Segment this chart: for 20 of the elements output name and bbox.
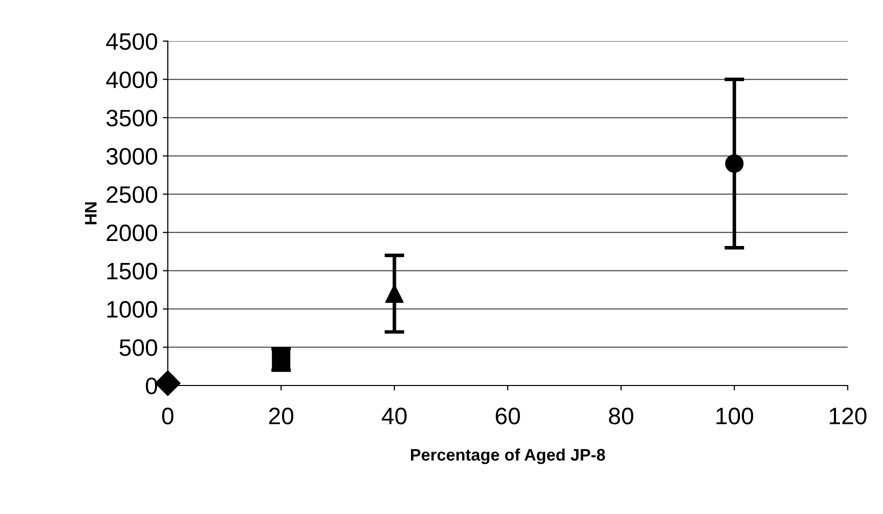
x-tick-label: 100 bbox=[716, 408, 754, 424]
x-axis-title: Percentage of Aged JP-8 bbox=[410, 448, 606, 464]
y-tick-label: 0 bbox=[146, 378, 158, 394]
x-tick-label: 20 bbox=[269, 408, 294, 424]
y-tick-label: 4500 bbox=[106, 33, 158, 50]
y-tick-label: 3000 bbox=[106, 148, 158, 165]
point bbox=[725, 154, 744, 173]
x-tick-label: 120 bbox=[830, 408, 866, 424]
x-tick-label: 0 bbox=[162, 408, 174, 424]
x-tick-label: 60 bbox=[496, 408, 520, 424]
x-tick-label: 80 bbox=[608, 408, 634, 424]
x-tick-label: 40 bbox=[382, 408, 407, 424]
y-tick-label: 1000 bbox=[107, 301, 158, 318]
y-tick-label: 4000 bbox=[106, 71, 158, 88]
y-axis-title: HN bbox=[85, 202, 97, 224]
y-tick-label: 1500 bbox=[107, 262, 158, 280]
y-tick-label: 3500 bbox=[106, 110, 158, 126]
y-tick-label: 2500 bbox=[106, 186, 158, 203]
y-tick-label: 2000 bbox=[106, 224, 158, 242]
y-tick-label: 500 bbox=[120, 339, 158, 356]
